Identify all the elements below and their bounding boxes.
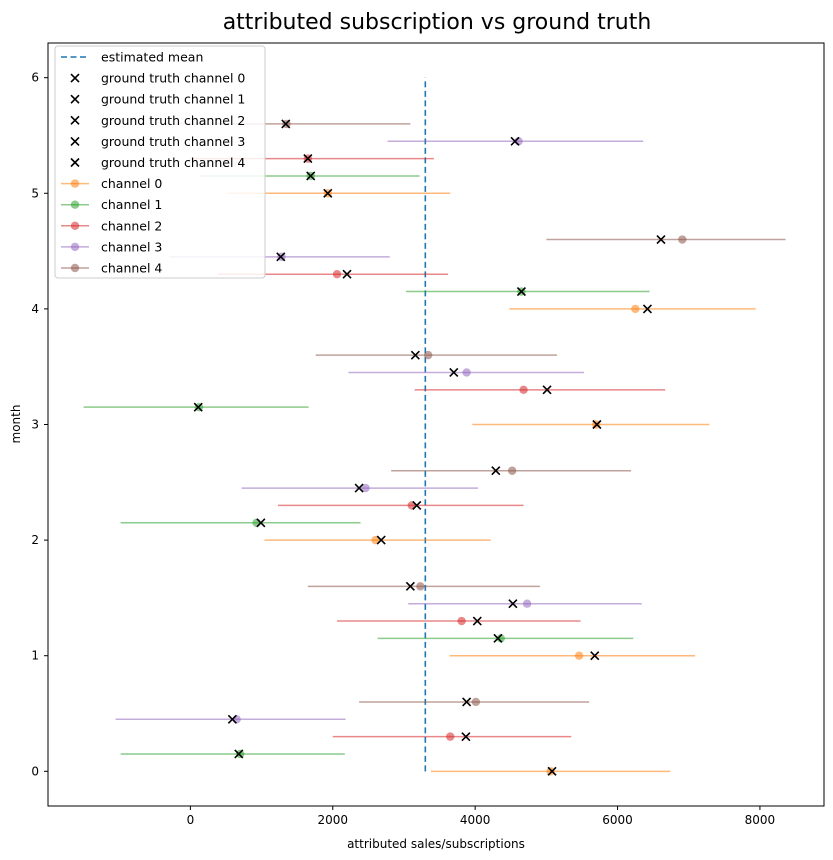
ground-truth-marker-month-3-channel-3	[449, 367, 459, 378]
ground-truth-marker-month-5-channel-0	[323, 188, 333, 198]
ground-truth-marker-month-3-channel-1	[193, 402, 203, 412]
estimate-point-month-2-channel-4	[507, 466, 517, 475]
x-tick-label-2000: 2000	[317, 813, 348, 827]
y-tick-label-1: 1	[31, 649, 39, 663]
legend: estimated mean ground truth channel 0 grou…	[54, 45, 266, 279]
legend-label-ground-truth-4: ground truth channel 4	[101, 155, 245, 170]
ground-truth-marker-month-4-channel-4	[656, 234, 666, 245]
legend-box	[54, 45, 266, 279]
ground-truth-marker-month-0-channel-2	[461, 732, 471, 742]
estimate-point-month-3-channel-4	[423, 350, 433, 360]
ground-truth-marker-month-1-channel-1	[493, 633, 503, 643]
x-tick-label-8000: 8000	[745, 813, 776, 827]
x-tick-label-4000: 4000	[460, 813, 491, 827]
y-axis: 0 1 2 3 4 5 6	[31, 71, 48, 778]
legend-swatch-ground-truth-4	[70, 157, 80, 168]
estimate-point-month-0-channel-1	[236, 749, 245, 759]
ground-truth-marker-month-0-channel-1	[234, 749, 244, 759]
legend-label-channel-0: channel 0	[101, 176, 162, 191]
plot-area	[83, 77, 786, 776]
legend-swatch-point-channel-3	[70, 242, 80, 252]
estimate-point-month-3-channel-2	[519, 385, 528, 395]
legend-label-ground-truth-3: ground truth channel 3	[101, 134, 245, 149]
estimate-point-month-4-channel-4	[678, 235, 687, 244]
legend-swatch-ground-truth-3	[70, 136, 80, 146]
legend-label-channel-4: channel 4	[101, 261, 162, 276]
legend-label-channel-1: channel 1	[101, 197, 162, 212]
ground-truth-marker-month-1-channel-2	[472, 616, 482, 626]
legend-label-ground-truth-2: ground truth channel 2	[101, 113, 245, 128]
legend-swatch-ground-truth-0	[70, 73, 80, 83]
y-tick-label-2: 2	[31, 533, 39, 547]
estimate-point-month-1-channel-2	[457, 616, 466, 626]
legend-label-ground-truth-1: ground truth channel 1	[101, 92, 245, 107]
x-tick-label-6000: 6000	[602, 813, 633, 827]
estimate-point-month-4-channel-0	[631, 304, 640, 314]
ground-truth-marker-month-2-channel-1	[256, 518, 266, 528]
ground-truth-marker-month-2-channel-2	[412, 500, 422, 510]
ground-truth-marker-month-1-channel-4	[405, 581, 415, 591]
legend-swatch-ground-truth-2	[70, 115, 80, 125]
y-axis-label: month	[9, 405, 23, 444]
ground-truth-marker-month-4-channel-0	[642, 304, 653, 314]
ground-truth-marker-month-0-channel-3	[227, 714, 237, 724]
legend-swatch-point-channel-1	[70, 200, 80, 209]
ground-truth-marker-month-2-channel-4	[491, 466, 501, 476]
estimate-point-month-2-channel-1	[252, 518, 261, 527]
ground-truth-marker-month-5-channel-2	[303, 154, 313, 164]
estimate-point-month-2-channel-3	[361, 483, 370, 493]
x-axis-label: attributed sales/subscriptions	[347, 837, 525, 851]
estimate-point-month-1-channel-0	[574, 651, 584, 660]
estimate-point-month-2-channel-0	[371, 535, 380, 545]
estimate-point-month-4-channel-2	[332, 270, 342, 279]
y-tick-label-3: 3	[31, 418, 39, 432]
legend-swatch-point-channel-2	[70, 221, 80, 230]
ground-truth-marker-month-5-channel-3	[510, 136, 520, 146]
ground-truth-marker-month-2-channel-3	[354, 483, 364, 493]
x-tick-label-0: 0	[187, 813, 195, 827]
ground-truth-marker-month-5-channel-4	[281, 119, 291, 129]
ground-truth-marker-month-1-channel-3	[508, 599, 518, 609]
estimate-point-month-0-channel-0	[546, 767, 555, 776]
y-tick-label-5: 5	[31, 186, 39, 200]
y-tick-label-4: 4	[31, 302, 39, 316]
ground-truth-marker-month-3-channel-2	[542, 385, 552, 395]
legend-label-estimated-mean: estimated mean	[101, 50, 203, 65]
ground-truth-marker-month-4-channel-1	[516, 286, 526, 297]
estimate-point-month-0-channel-4	[471, 697, 481, 707]
ground-truth-marker-month-1-channel-0	[590, 651, 600, 661]
legend-swatch-ground-truth-1	[70, 94, 80, 104]
ground-truth-marker-month-4-channel-2	[342, 269, 352, 279]
estimate-point-month-0-channel-2	[446, 732, 455, 741]
legend-label-ground-truth-0: ground truth channel 0	[101, 71, 245, 86]
legend-swatch-point-channel-0	[70, 179, 80, 188]
chart-title: attributed subscription vs ground truth	[223, 10, 652, 35]
estimate-point-month-1-channel-1	[496, 634, 505, 643]
ground-truth-marker-month-2-channel-0	[376, 535, 386, 545]
estimate-point-month-1-channel-3	[522, 599, 532, 608]
legend-swatch-point-channel-4	[70, 263, 80, 273]
y-tick-label-0: 0	[31, 764, 39, 778]
estimate-point-month-0-channel-3	[232, 715, 241, 724]
legend-label-channel-3: channel 3	[101, 239, 162, 254]
x-axis: 0 2000 4000 6000 8000	[187, 806, 776, 827]
ground-truth-marker-month-0-channel-4	[462, 697, 472, 707]
estimate-point-month-3-channel-3	[462, 368, 471, 377]
estimate-point-month-1-channel-4	[416, 582, 425, 591]
ground-truth-marker-month-4-channel-3	[276, 252, 286, 262]
ground-truth-marker-month-3-channel-4	[410, 350, 420, 360]
legend-label-channel-2: channel 2	[101, 218, 162, 233]
ground-truth-marker-month-3-channel-0	[592, 419, 602, 430]
ground-truth-marker-month-5-channel-1	[306, 171, 316, 181]
ground-truth-marker-month-0-channel-0	[547, 766, 557, 776]
y-tick-label-6: 6	[31, 71, 39, 85]
